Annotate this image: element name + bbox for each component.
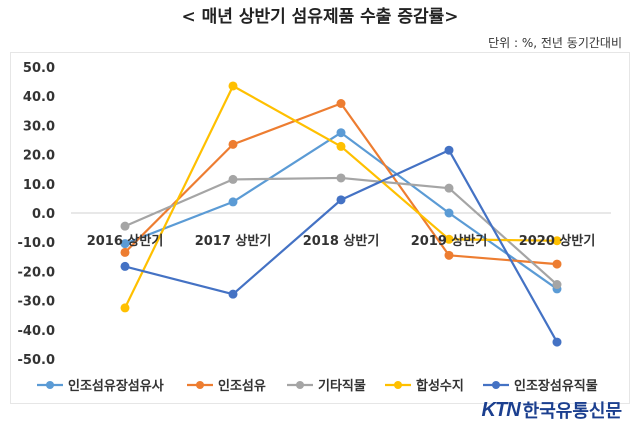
y-tick-label: -10.0	[18, 236, 55, 251]
y-axis-labels: 50.0 40.0 30.0 20.0 10.0 0.0 -10.0 -20.0 -30.0 -4…	[18, 61, 55, 368]
x-tick-label: 2018 상반기	[303, 233, 380, 249]
data-point	[228, 174, 238, 184]
data-point	[120, 221, 130, 231]
data-point	[444, 250, 454, 260]
data-point	[228, 81, 238, 91]
legend-label: 인조섬유	[218, 378, 266, 394]
legend: 인조섬유장섬유사 인조섬유 기타직물 합성수지 인조장섬유직물	[37, 378, 598, 394]
y-tick-label: -50.0	[18, 353, 55, 368]
chart-title: < 매년 상반기 섬유제품 수출 증감률>	[181, 7, 459, 27]
data-point	[336, 195, 346, 205]
data-point	[336, 173, 346, 183]
data-point	[228, 197, 238, 207]
data-point	[552, 337, 562, 347]
legend-swatch-marker	[492, 381, 500, 389]
series-lines	[120, 81, 562, 347]
logo-ktn-text: KTN	[481, 398, 521, 421]
data-point	[228, 139, 238, 149]
legend-label: 기타직물	[318, 378, 366, 394]
x-tick-label: 2016 상반기	[87, 233, 164, 249]
data-point	[120, 303, 130, 313]
unit-note: 단위 : %, 전년 동기간대비	[488, 36, 622, 50]
data-point	[120, 247, 130, 257]
y-tick-label: 0.0	[32, 207, 55, 222]
y-tick-label: -30.0	[18, 295, 55, 310]
y-tick-label: 20.0	[23, 149, 55, 164]
data-point	[552, 236, 562, 246]
data-point	[120, 261, 130, 271]
y-tick-label: -20.0	[18, 265, 55, 280]
data-point	[336, 141, 346, 151]
x-tick-label: 2017 상반기	[195, 233, 272, 249]
series-line	[124, 176, 558, 286]
y-tick-label: 30.0	[23, 119, 55, 134]
y-tick-label: -40.0	[18, 324, 55, 339]
x-tick-label: 2020 상반기	[519, 233, 596, 249]
data-point	[552, 280, 562, 290]
y-tick-label: 10.0	[23, 178, 55, 193]
data-point	[120, 239, 130, 249]
y-tick-label: 40.0	[23, 90, 55, 105]
ktn-logo: KTN 한국유통신문	[482, 397, 622, 423]
data-point	[336, 128, 346, 138]
line-chart: 50.0 40.0 30.0 20.0 10.0 0.0 -10.0 -20.0 -30.0 -4…	[18, 61, 611, 394]
data-point	[336, 99, 346, 108]
legend-swatch-marker	[296, 381, 304, 389]
legend-swatch-marker	[394, 381, 402, 389]
data-point	[444, 183, 454, 193]
legend-label: 인조장섬유직물	[514, 378, 598, 394]
data-point	[444, 234, 454, 244]
data-point	[228, 289, 238, 299]
y-tick-label: 50.0	[23, 61, 55, 76]
legend-label: 합성수지	[416, 378, 464, 394]
chart-area: 50.0 40.0 30.0 20.0 10.0 0.0 -10.0 -20.0 -30.0 -4…	[10, 52, 630, 404]
legend-swatch-marker	[46, 381, 54, 389]
legend-swatch-marker	[196, 381, 204, 389]
data-point	[552, 259, 562, 269]
data-point	[444, 208, 454, 218]
series-line	[124, 131, 558, 290]
x-axis-labels: 2016 상반기 2017 상반기 2018 상반기 2019 상반기 2020 상반기	[87, 233, 596, 249]
legend-label: 인조섬유장섬유사	[68, 378, 164, 394]
x-tick-label: 2019 상반기	[411, 233, 488, 249]
logo-korean-text: 한국유통신문	[522, 401, 622, 422]
data-point	[444, 145, 454, 155]
